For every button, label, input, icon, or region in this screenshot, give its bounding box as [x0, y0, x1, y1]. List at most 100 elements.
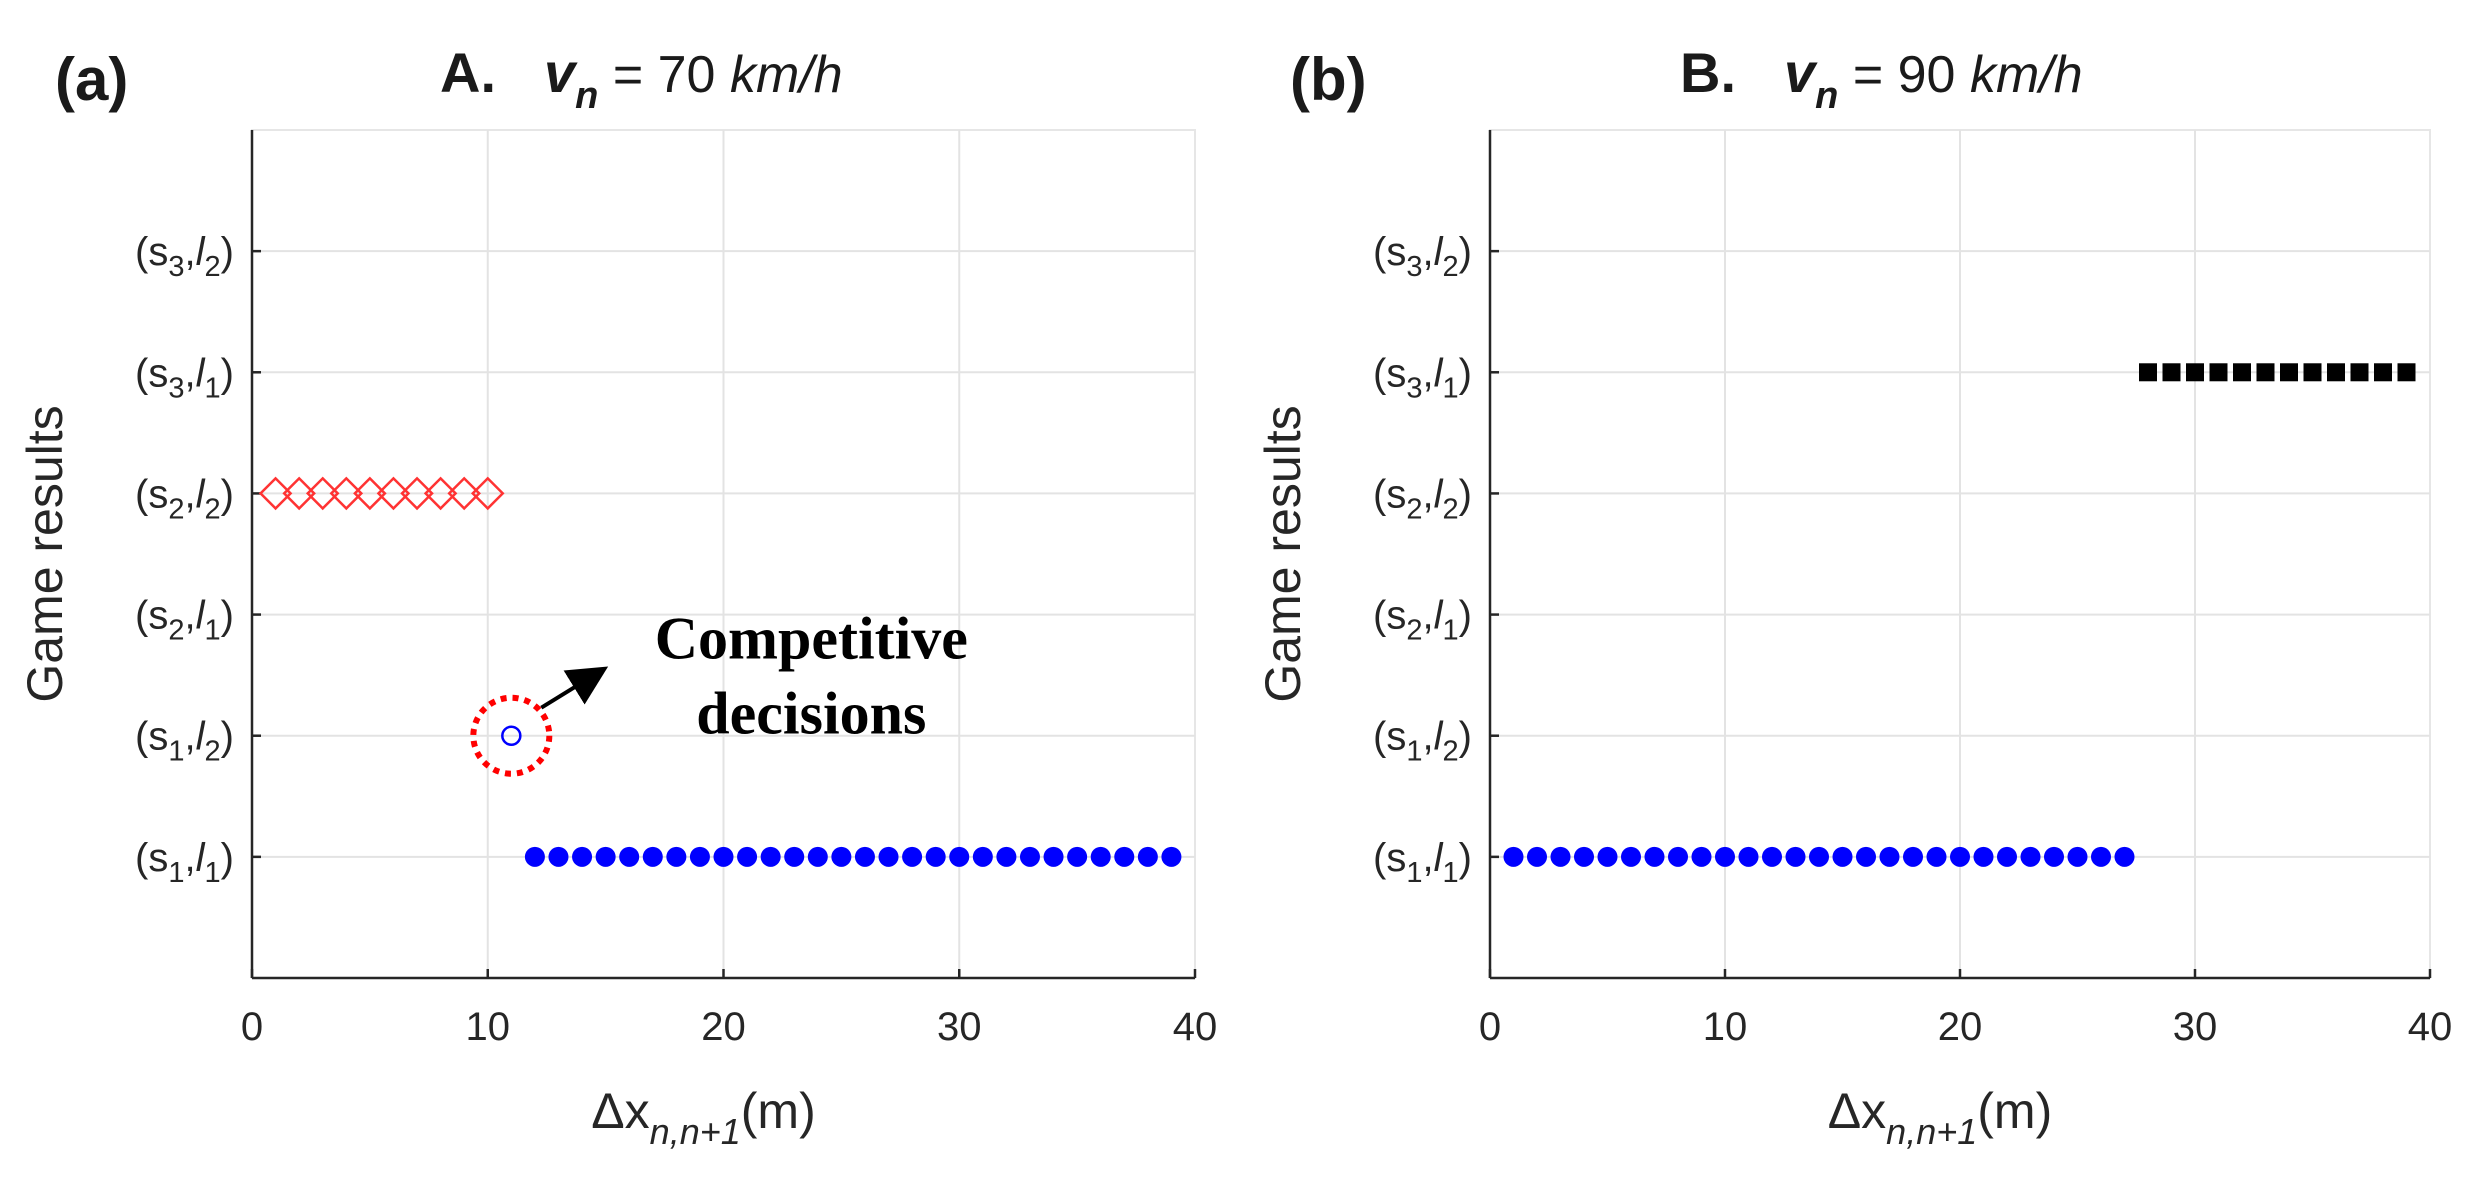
y-tick-label: (s3,l2): [135, 230, 234, 283]
x-tick-label: 0: [241, 1005, 263, 1049]
data-point: [501, 725, 522, 746]
data-point: [1738, 846, 1759, 867]
x-tick-label: 40: [2408, 1005, 2453, 1049]
data-point: [1090, 846, 1111, 867]
data-point: [524, 846, 545, 867]
data-point: [353, 476, 387, 511]
data-point: [689, 846, 710, 867]
chart-title: B. vn = 90 km/h: [1680, 41, 2083, 117]
x-tick-label: 0: [1479, 1005, 1501, 1049]
data-point: [2186, 363, 2204, 382]
x-tick-label: 40: [1173, 1005, 1218, 1049]
panel-label: (a): [55, 46, 128, 113]
series-(s1,l1): [524, 846, 1182, 867]
data-point: [1785, 846, 1806, 867]
annotation-arrow: [540, 666, 609, 710]
y-tick-label: (s1,l2): [135, 715, 234, 768]
x-axis-label: Δxn,n+1(m): [591, 1083, 815, 1152]
y-tick-label: (s2,l1): [1373, 594, 1472, 647]
data-point: [1950, 846, 1970, 867]
y-axis-label: Game results: [1255, 405, 1311, 702]
data-point: [2114, 846, 2135, 867]
panel-a: 0 10 20 30 40 (s1,l1) (s1,l2) (s2,l1) (s2,l2) (s3…: [17, 41, 1217, 1152]
series-(s1,l2): [501, 725, 522, 746]
data-point: [1161, 846, 1182, 867]
data-point: [807, 846, 828, 867]
data-point: [2139, 363, 2157, 382]
data-point: [376, 476, 411, 511]
data-point: [713, 846, 734, 867]
data-point: [737, 846, 758, 867]
data-point: [1114, 846, 1135, 867]
data-point: [1715, 846, 1735, 867]
data-point: [470, 476, 505, 511]
data-point: [949, 846, 970, 867]
highlight-circle: [470, 694, 553, 777]
series-(s3,l1): [2139, 363, 2416, 382]
annotation-text: decisions: [696, 681, 926, 747]
data-point: [1903, 846, 1923, 867]
y-axis-label: Game results: [17, 405, 73, 702]
data-point: [2067, 846, 2088, 867]
data-point: [2162, 363, 2181, 382]
data-point: [1691, 846, 1712, 867]
y-tick-label: (s2,l1): [135, 594, 234, 647]
data-point: [1644, 846, 1665, 867]
data-point: [1973, 846, 1994, 867]
data-point: [878, 846, 899, 867]
data-point: [282, 476, 316, 511]
data-point: [1597, 846, 1618, 867]
data-point: [972, 846, 993, 867]
y-tick-label: (s3,l2): [1373, 230, 1472, 283]
y-tick-label: (s1,l1): [1373, 836, 1472, 889]
data-point: [400, 476, 434, 511]
data-point: [996, 846, 1017, 867]
x-tick-label: 20: [701, 1005, 746, 1049]
data-point: [619, 846, 640, 867]
y-tick-label: (s3,l1): [1373, 351, 1472, 404]
data-point: [1621, 846, 1641, 867]
x-axis-label: Δxn,n+1(m): [1828, 1083, 2052, 1152]
data-point: [1527, 846, 1547, 867]
data-point: [1879, 846, 1900, 867]
data-point: [1067, 846, 1088, 867]
data-point: [258, 476, 293, 511]
data-point: [1550, 846, 1571, 867]
annotation-text: Competitive: [655, 606, 968, 672]
data-point: [2256, 363, 2275, 382]
y-tick-label: (s2,l2): [1373, 472, 1472, 525]
data-point: [572, 846, 593, 867]
data-point: [2350, 363, 2369, 382]
y-tick-label: (s1,l1): [135, 836, 234, 889]
panel-label: (b): [1290, 46, 1367, 113]
x-tick-label: 20: [1938, 1005, 1983, 1049]
data-point: [548, 846, 569, 867]
x-tick-label: 30: [2173, 1005, 2218, 1049]
data-point: [1019, 846, 1040, 867]
data-point: [1503, 846, 1524, 867]
data-point: [2209, 363, 2228, 382]
data-point: [902, 846, 923, 867]
series-(s2,l2): [258, 476, 505, 511]
x-tick-label: 30: [937, 1005, 982, 1049]
data-point: [1997, 846, 2017, 867]
data-point: [595, 846, 616, 867]
data-point: [329, 476, 364, 511]
y-tick-label: (s2,l2): [135, 472, 234, 525]
data-point: [2091, 846, 2111, 867]
data-point: [2374, 363, 2392, 382]
data-point: [642, 846, 663, 867]
data-point: [854, 846, 875, 867]
data-point: [2044, 846, 2064, 867]
series-(s1,l1): [1503, 846, 2135, 867]
data-point: [1762, 846, 1782, 867]
data-point: [423, 476, 458, 511]
data-point: [2397, 363, 2416, 382]
data-point: [1832, 846, 1853, 867]
data-point: [1856, 846, 1876, 867]
data-point: [760, 846, 781, 867]
data-point: [925, 846, 946, 867]
x-tick-label: 10: [466, 1005, 511, 1049]
panel-b: 0 10 20 30 40 (s1,l1) (s1,l2) (s2,l1) (s2,l2) (s3…: [1255, 41, 2452, 1152]
